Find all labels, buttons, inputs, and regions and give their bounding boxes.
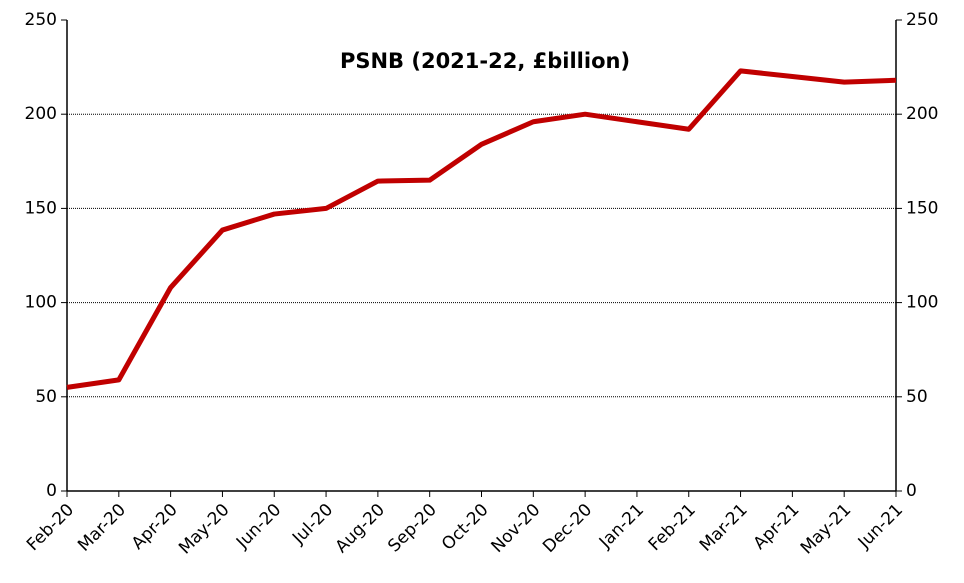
y2-tick-label: 150 <box>906 198 938 218</box>
y2-tick-label: 0 <box>906 481 917 501</box>
x-tick-label: Jun-21 <box>854 500 907 553</box>
y-tick-label: 150 <box>25 198 57 218</box>
y-tick-label: 50 <box>35 387 57 407</box>
x-tick-label: Jun-20 <box>232 500 285 553</box>
x-tick-label: May-20 <box>175 500 233 558</box>
x-tick-label: Oct-20 <box>438 500 493 555</box>
x-tick-label: May-21 <box>797 500 855 558</box>
y2-tick-label: 200 <box>906 104 938 124</box>
x-tick-label: Dec-20 <box>539 500 596 557</box>
x-tick-label: Mar-20 <box>74 500 130 556</box>
x-tick-label: Aug-20 <box>332 500 389 557</box>
y-tick-label: 250 <box>25 10 57 30</box>
y2-tick-label: 250 <box>906 10 938 30</box>
x-tick-label: Sep-20 <box>384 500 440 556</box>
x-tick-label: Feb-20 <box>23 500 78 555</box>
y2-tick-label: 100 <box>906 293 938 313</box>
series-line <box>66 68 897 390</box>
x-tick-label: Apr-20 <box>128 500 182 554</box>
y-tick-label: 0 <box>46 481 57 501</box>
x-tick-label: Jan-21 <box>595 500 648 553</box>
chart-title: PSNB (2021-22, £billion) <box>340 49 630 73</box>
x-tick-label: Feb-21 <box>645 500 700 555</box>
y-tick-label: 100 <box>25 293 57 313</box>
x-tick-label: Apr-21 <box>750 500 804 554</box>
y2-tick-label: 50 <box>906 387 928 407</box>
x-tick-label: Nov-20 <box>487 500 544 557</box>
y-tick-label: 200 <box>25 104 57 124</box>
x-tick-label: Jul-20 <box>288 500 337 549</box>
x-tick-label: Mar-21 <box>696 500 752 556</box>
